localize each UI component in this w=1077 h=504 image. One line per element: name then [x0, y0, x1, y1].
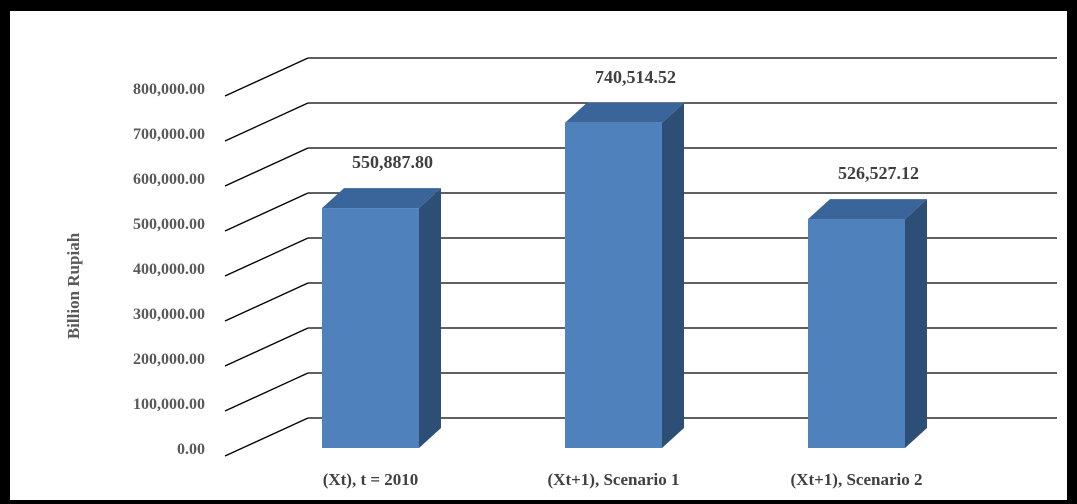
bar-top: [322, 188, 441, 209]
bar-1: 550,887.80: [322, 152, 441, 448]
bar-side: [662, 102, 684, 448]
x-axis-categories: (Xt), t = 2010 (Xt+1), Scenario 1 (Xt+1), …: [323, 470, 923, 489]
gridline-side: [224, 147, 309, 187]
x-category-label: (Xt+1), Scenario 1: [548, 470, 680, 489]
y-tick-label: 300,000.00: [133, 306, 205, 323]
bar-front: [808, 219, 905, 448]
gridline-side: [224, 282, 309, 322]
x-category-label: (Xt), t = 2010: [323, 470, 419, 489]
gridline-side: [224, 102, 309, 142]
gridline-side: [224, 417, 309, 457]
data-label: 740,514.52: [595, 67, 676, 87]
y-axis-ticks: 0.00 100,000.00 200,000.00 300,000.00 400,00…: [133, 81, 205, 458]
y-tick-label: 800,000.00: [133, 81, 205, 98]
chart-frame: 0.00 100,000.00 200,000.00 300,000.00 400,00…: [10, 11, 1067, 500]
y-tick-label: 600,000.00: [133, 171, 205, 188]
bar-chart-3d: 0.00 100,000.00 200,000.00 300,000.00 400,00…: [64, 57, 1057, 489]
bar-top: [808, 199, 927, 220]
y-tick-label: 200,000.00: [133, 351, 205, 368]
gridline-side: [224, 192, 309, 232]
data-label: 550,887.80: [352, 152, 433, 172]
y-tick-label: 0.00: [177, 441, 205, 458]
data-label: 526,527.12: [838, 163, 919, 183]
y-axis-label: Billion Rupiah: [64, 232, 83, 339]
bar-side: [419, 188, 441, 448]
x-category-label: (Xt+1), Scenario 2: [791, 470, 923, 489]
gridline-side: [224, 327, 309, 367]
gridline-side: [224, 372, 309, 412]
bar-front: [565, 122, 662, 448]
y-tick-label: 400,000.00: [133, 261, 205, 278]
y-tick-label: 500,000.00: [133, 216, 205, 233]
bar-2: 740,514.52: [565, 67, 684, 448]
bar-front: [322, 208, 419, 448]
gridline-side: [224, 237, 309, 277]
gridline-side: [224, 57, 309, 97]
bar-side: [905, 199, 927, 448]
y-tick-label: 100,000.00: [133, 396, 205, 413]
bars: 550,887.80 740,514.52 526,527.12: [322, 67, 927, 448]
y-tick-label: 700,000.00: [133, 126, 205, 143]
bar-top: [565, 102, 684, 123]
bar-3: 526,527.12: [808, 163, 927, 448]
